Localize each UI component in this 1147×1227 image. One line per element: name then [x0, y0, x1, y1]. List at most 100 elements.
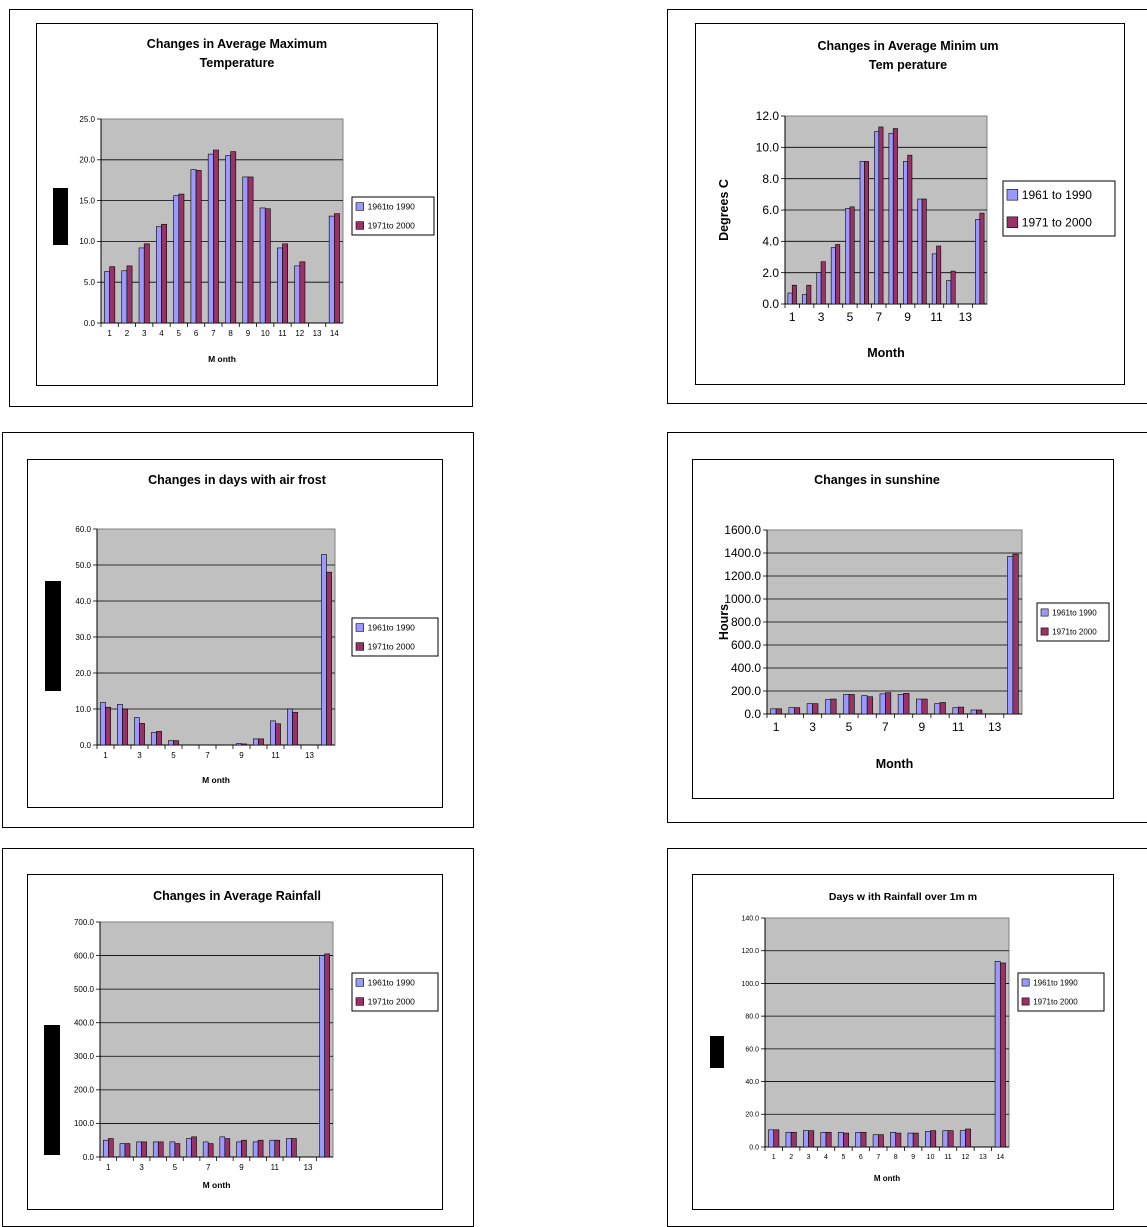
bar-series-2: [930, 1130, 937, 1148]
bar-series-2: [291, 1138, 297, 1158]
legend-box: [1036, 602, 1110, 642]
x-tick-label: 8: [894, 1154, 898, 1161]
y-tick-label: 5.0: [84, 278, 96, 287]
bar-series-2: [806, 284, 812, 305]
x-tick-label: 10: [261, 329, 270, 338]
x-tick-label: 13: [313, 329, 322, 338]
y-tick-label: 0.0: [84, 319, 96, 328]
y-tick-label: 0.0: [80, 741, 92, 750]
bar-series-2: [773, 1129, 780, 1148]
y-tick-label: 500.0: [74, 985, 95, 994]
y-tick-label: 15.0: [79, 196, 95, 205]
x-tick-label: 1: [772, 1154, 776, 1161]
x-tick-label: 7: [875, 310, 882, 324]
x-tick-label: 9: [911, 1154, 915, 1161]
chart-title: Changes in Average Minim um: [817, 39, 998, 53]
plot-area: [99, 921, 334, 1158]
bar-series-2: [274, 1139, 281, 1158]
x-tick-label: 1: [773, 720, 780, 734]
y-tick-label: 80.0: [745, 1014, 759, 1021]
bar-series-2: [825, 1131, 832, 1148]
redacted-label-bar: [710, 1036, 724, 1068]
bar-series-2: [213, 149, 219, 324]
y-tick-label: 600.0: [731, 638, 761, 652]
legend-swatch-1: [355, 623, 364, 632]
y-tick-label: 8.0: [762, 172, 779, 186]
x-tick-label: 8: [228, 329, 233, 338]
y-tick-label: 0.0: [749, 1144, 759, 1151]
bar-series-2: [808, 1130, 815, 1148]
x-tick-label: 4: [824, 1154, 828, 1161]
legend-label-1: 1961 to 1990: [1022, 188, 1092, 202]
bar-series-1: [803, 1130, 809, 1148]
redacted-label-bar: [53, 188, 68, 245]
y-tick-label: 30.0: [75, 633, 91, 642]
bar-series-2: [895, 1132, 902, 1148]
bar-series-1: [872, 1134, 879, 1148]
y-tick-label: 40.0: [745, 1079, 759, 1086]
bar-series-2: [950, 270, 956, 305]
bar-series-2: [979, 212, 985, 305]
x-tick-label: 5: [847, 310, 854, 324]
bar-series-2: [195, 170, 202, 324]
x-axis-label: M onth: [202, 775, 230, 785]
y-tick-label: 0.0: [744, 707, 761, 721]
bar-series-2: [957, 706, 965, 715]
bar-series-2: [877, 1134, 884, 1148]
y-tick-label: 20.0: [745, 1112, 759, 1119]
bar-series-2: [191, 1136, 197, 1158]
bar-series-2: [161, 223, 167, 324]
chart-title: Days w ith Rainfall over 1m m: [829, 891, 977, 903]
x-tick-label: 9: [918, 720, 925, 734]
bar-series-1: [890, 1131, 897, 1148]
bar-series-2: [122, 708, 128, 746]
y-tick-label: 20.0: [79, 156, 95, 165]
bar-series-1: [942, 1130, 949, 1148]
y-tick-label: 600.0: [74, 951, 95, 960]
bar-series-1: [925, 1131, 931, 1148]
x-tick-label: 11: [952, 720, 965, 734]
legend-label-2: 1971to 2000: [1033, 997, 1078, 1006]
y-tick-label: 1200.0: [724, 569, 761, 583]
bar-series-2: [947, 1130, 954, 1148]
x-tick-label: 13: [305, 751, 314, 760]
x-tick-label: 12: [295, 329, 304, 338]
legend-swatch-2: [1021, 997, 1030, 1006]
bar-series-2: [790, 1131, 797, 1148]
legend-swatch-2: [355, 997, 364, 1006]
legend-box: [351, 196, 435, 236]
bar-series-2: [999, 962, 1006, 1148]
bar-series-2: [791, 284, 797, 305]
chart-title: Tem perature: [869, 58, 947, 72]
bar-series-2: [334, 213, 340, 324]
y-tick-label: 0.0: [762, 297, 779, 311]
bar-series-2: [921, 698, 928, 715]
bar-series-2: [108, 1138, 114, 1158]
bar-series-2: [775, 708, 782, 715]
x-tick-label: 13: [979, 1154, 987, 1161]
bar-series-2: [207, 1143, 214, 1158]
x-tick-label: 6: [194, 329, 199, 338]
bar-series-2: [843, 1132, 849, 1148]
bar-series-2: [1012, 553, 1019, 715]
legend-label-1: 1961to 1990: [368, 977, 416, 987]
x-tick-label: 2: [125, 329, 130, 338]
x-tick-label: 7: [211, 329, 216, 338]
legend-label-1: 1961to 1990: [1052, 608, 1097, 617]
bar-series-2: [939, 702, 946, 715]
x-tick-label: 7: [205, 751, 210, 760]
legend-label-2: 1971 to 2000: [1022, 215, 1092, 229]
x-tick-label: 9: [246, 329, 251, 338]
x-axis-label: M onth: [203, 1180, 231, 1190]
x-tick-label: 12: [962, 1154, 970, 1161]
bar-series-2: [109, 266, 116, 324]
legend-swatch-1: [1006, 189, 1019, 201]
y-tick-label: 4.0: [762, 235, 779, 249]
y-tick-label: 20.0: [75, 669, 91, 678]
bar-series-2: [257, 1139, 264, 1158]
bar-series-2: [264, 208, 271, 324]
